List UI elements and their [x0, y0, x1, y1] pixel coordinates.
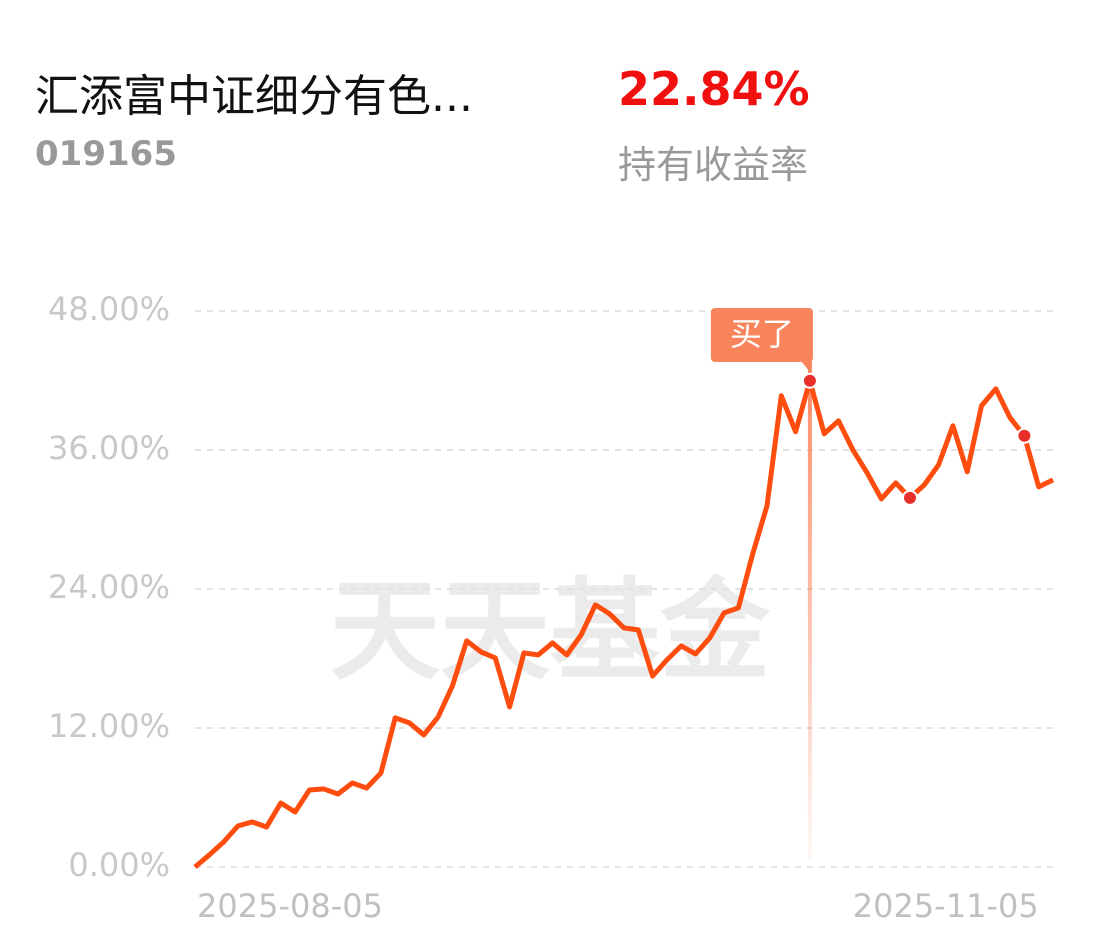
y-tick-label: 24.00% [48, 568, 170, 606]
y-tick-label: 0.00% [68, 846, 170, 884]
fund-code: 019165 [35, 134, 177, 174]
marker [1016, 427, 1033, 444]
fund-title: 汇添富中证细分有色... [35, 71, 473, 122]
marker [801, 372, 818, 389]
buy-line [807, 360, 812, 859]
y-tick-label: 36.00% [48, 429, 170, 467]
y-tick-label: 12.00% [48, 707, 170, 745]
y-tick-label: 48.00% [48, 290, 170, 328]
x-tick-label: 2025-08-05 [197, 887, 383, 925]
annotation-box [710, 308, 813, 362]
watermark: 天天基金 [330, 566, 771, 695]
annotation-text: 买了 [730, 315, 794, 353]
annotation-pointer [801, 362, 812, 372]
return-value: 22.84% [618, 62, 810, 116]
x-tick-label: 2025-11-05 [853, 887, 1039, 925]
return-label: 持有收益率 [618, 143, 809, 187]
marker [902, 489, 918, 506]
